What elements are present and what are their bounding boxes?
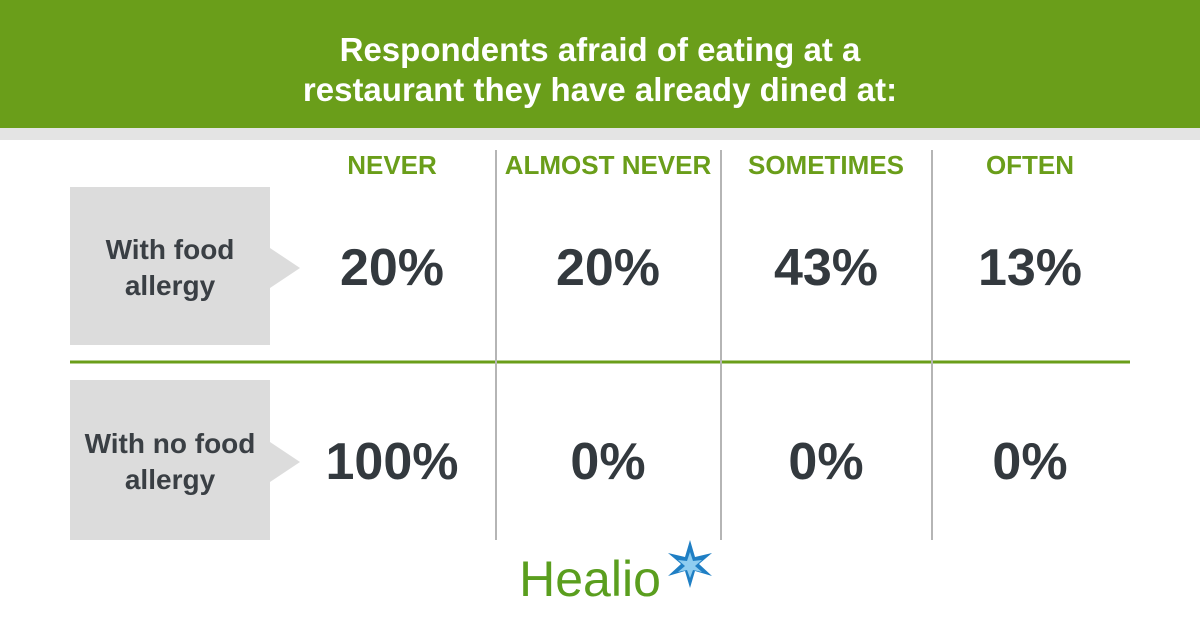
cell-value: 0%	[788, 433, 864, 491]
cell-value: 20%	[339, 239, 445, 297]
header-shadow	[0, 128, 1200, 140]
column-header: OFTEN	[985, 150, 1075, 180]
title-line: restaurant they have already dined at:	[302, 71, 898, 108]
cell-value: 0%	[570, 433, 646, 491]
logo-text: Healio	[519, 551, 661, 607]
cell-value: 0%	[992, 433, 1068, 491]
cell-value: 100%	[325, 433, 459, 491]
row-label: With no food allergy	[84, 428, 256, 495]
cell-value: 13%	[977, 239, 1083, 297]
column-header: ALMOST NEVER	[504, 150, 712, 180]
label-box	[70, 380, 300, 540]
cell-value: 43%	[773, 239, 879, 297]
header-band	[0, 0, 1200, 128]
cell-value: 20%	[555, 239, 661, 297]
column-header: NEVER	[347, 150, 437, 180]
title-line: Respondents afraid of eating at a	[339, 31, 861, 68]
row-label: With food allergy	[105, 234, 235, 301]
logo-star	[668, 540, 712, 588]
label-box	[70, 187, 300, 345]
column-header: SOMETIMES	[747, 150, 904, 180]
